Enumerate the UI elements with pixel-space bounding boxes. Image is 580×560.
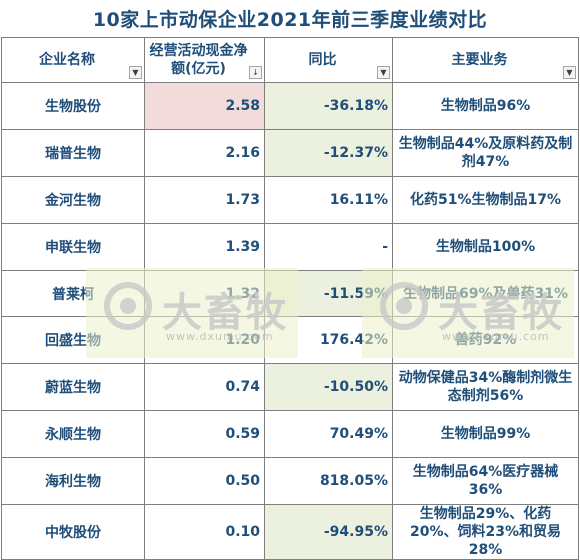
- column-header-business[interactable]: 主要业务 ▼: [392, 37, 579, 83]
- comparison-table: 企业名称 ▼ 经营活动现金净额(亿元) ↓ 同比 ▼ 主要业务 ▼ 生物股份 2…: [1, 37, 579, 560]
- table-row[interactable]: 永顺生物 0.59 70.49% 生物制品99%: [1, 410, 579, 459]
- company-name-cell[interactable]: 生物股份: [1, 82, 145, 130]
- column-header-yoy[interactable]: 同比 ▼: [264, 37, 393, 83]
- cash-value-cell[interactable]: 1.32: [144, 269, 265, 318]
- business-cell[interactable]: 生物制品99%: [392, 410, 579, 459]
- business-cell[interactable]: 生物制品96%: [392, 82, 579, 130]
- company-name-cell[interactable]: 金河生物: [1, 175, 145, 224]
- yoy-value-cell[interactable]: 818.05%: [264, 457, 393, 506]
- column-header-label: 企业名称: [39, 52, 95, 68]
- filter-dropdown-icon[interactable]: ▼: [129, 66, 142, 79]
- yoy-value-cell[interactable]: -94.95%: [264, 504, 393, 560]
- cash-value-cell[interactable]: 2.58: [144, 82, 265, 130]
- table-row[interactable]: 回盛生物 1.20 176.42% 兽药92%: [1, 316, 579, 365]
- table-row[interactable]: 蔚蓝生物 0.74 -10.50% 动物保健品34%酶制剂微生态制剂56%: [1, 363, 579, 412]
- business-cell[interactable]: 生物制品64%医疗器械36%: [392, 457, 579, 506]
- filter-sort-desc-icon[interactable]: ↓: [249, 66, 262, 79]
- company-name-cell[interactable]: 海利生物: [1, 457, 145, 506]
- table-row[interactable]: 金河生物 1.73 16.11% 化药51%生物制品17%: [1, 175, 579, 224]
- company-name-cell[interactable]: 申联生物: [1, 222, 145, 271]
- column-header-company[interactable]: 企业名称 ▼: [1, 37, 145, 83]
- cash-value-cell[interactable]: 1.39: [144, 222, 265, 271]
- company-name-cell[interactable]: 普莱柯: [1, 269, 145, 318]
- table-row[interactable]: 生物股份 2.58 -36.18% 生物制品96%: [1, 82, 579, 130]
- table-row[interactable]: 申联生物 1.39 - 生物制品100%: [1, 222, 579, 271]
- yoy-value-cell[interactable]: 70.49%: [264, 410, 393, 459]
- filter-dropdown-icon[interactable]: ▼: [563, 66, 576, 79]
- yoy-value-cell[interactable]: -: [264, 222, 393, 271]
- table-title: 10家上市动保企业2021年前三季度业绩对比: [92, 8, 488, 31]
- column-header-cash[interactable]: 经营活动现金净额(亿元) ↓: [144, 37, 265, 83]
- column-header-label: 主要业务: [451, 52, 508, 68]
- cash-value-cell[interactable]: 0.74: [144, 363, 265, 412]
- table-row[interactable]: 中牧股份 0.10 -94.95% 生物制品29%、化药20%、饲料23%和贸易…: [1, 504, 579, 560]
- yoy-value-cell[interactable]: -10.50%: [264, 363, 393, 412]
- cash-value-cell[interactable]: 2.16: [144, 128, 265, 177]
- cash-value-cell[interactable]: 0.59: [144, 410, 265, 459]
- column-header-label: 经营活动现金净额(亿元): [149, 43, 248, 77]
- company-name-cell[interactable]: 永顺生物: [1, 410, 145, 459]
- business-cell[interactable]: 生物制品100%: [392, 222, 579, 271]
- company-name-cell[interactable]: 中牧股份: [1, 504, 145, 560]
- header-row: 企业名称 ▼ 经营活动现金净额(亿元) ↓ 同比 ▼ 主要业务 ▼: [1, 37, 579, 83]
- business-cell[interactable]: 生物制品69%及兽药31%: [392, 269, 579, 318]
- cash-value-cell[interactable]: 0.10: [144, 504, 265, 560]
- business-cell[interactable]: 生物制品44%及原料药及制剂47%: [392, 128, 579, 177]
- yoy-value-cell[interactable]: 176.42%: [264, 316, 393, 365]
- yoy-value-cell[interactable]: -12.37%: [264, 128, 393, 177]
- business-cell[interactable]: 化药51%生物制品17%: [392, 175, 579, 224]
- cash-value-cell[interactable]: 0.50: [144, 457, 265, 506]
- business-cell[interactable]: 兽药92%: [392, 316, 579, 365]
- table-row[interactable]: 瑞普生物 2.16 -12.37% 生物制品44%及原料药及制剂47%: [1, 128, 579, 177]
- table-row[interactable]: 普莱柯 1.32 -11.59% 生物制品69%及兽药31%: [1, 269, 579, 318]
- business-cell[interactable]: 动物保健品34%酶制剂微生态制剂56%: [392, 363, 579, 412]
- company-name-cell[interactable]: 回盛生物: [1, 316, 145, 365]
- yoy-value-cell[interactable]: -36.18%: [264, 82, 393, 130]
- filter-dropdown-icon[interactable]: ▼: [377, 66, 390, 79]
- yoy-value-cell[interactable]: 16.11%: [264, 175, 393, 224]
- company-name-cell[interactable]: 蔚蓝生物: [1, 363, 145, 412]
- table-row[interactable]: 海利生物 0.50 818.05% 生物制品64%医疗器械36%: [1, 457, 579, 506]
- cash-value-cell[interactable]: 1.73: [144, 175, 265, 224]
- column-header-label: 同比: [308, 52, 337, 68]
- cash-value-cell[interactable]: 1.20: [144, 316, 265, 365]
- yoy-value-cell[interactable]: -11.59%: [264, 269, 393, 318]
- business-cell[interactable]: 生物制品29%、化药20%、饲料23%和贸易28%: [392, 504, 579, 560]
- company-name-cell[interactable]: 瑞普生物: [1, 128, 145, 177]
